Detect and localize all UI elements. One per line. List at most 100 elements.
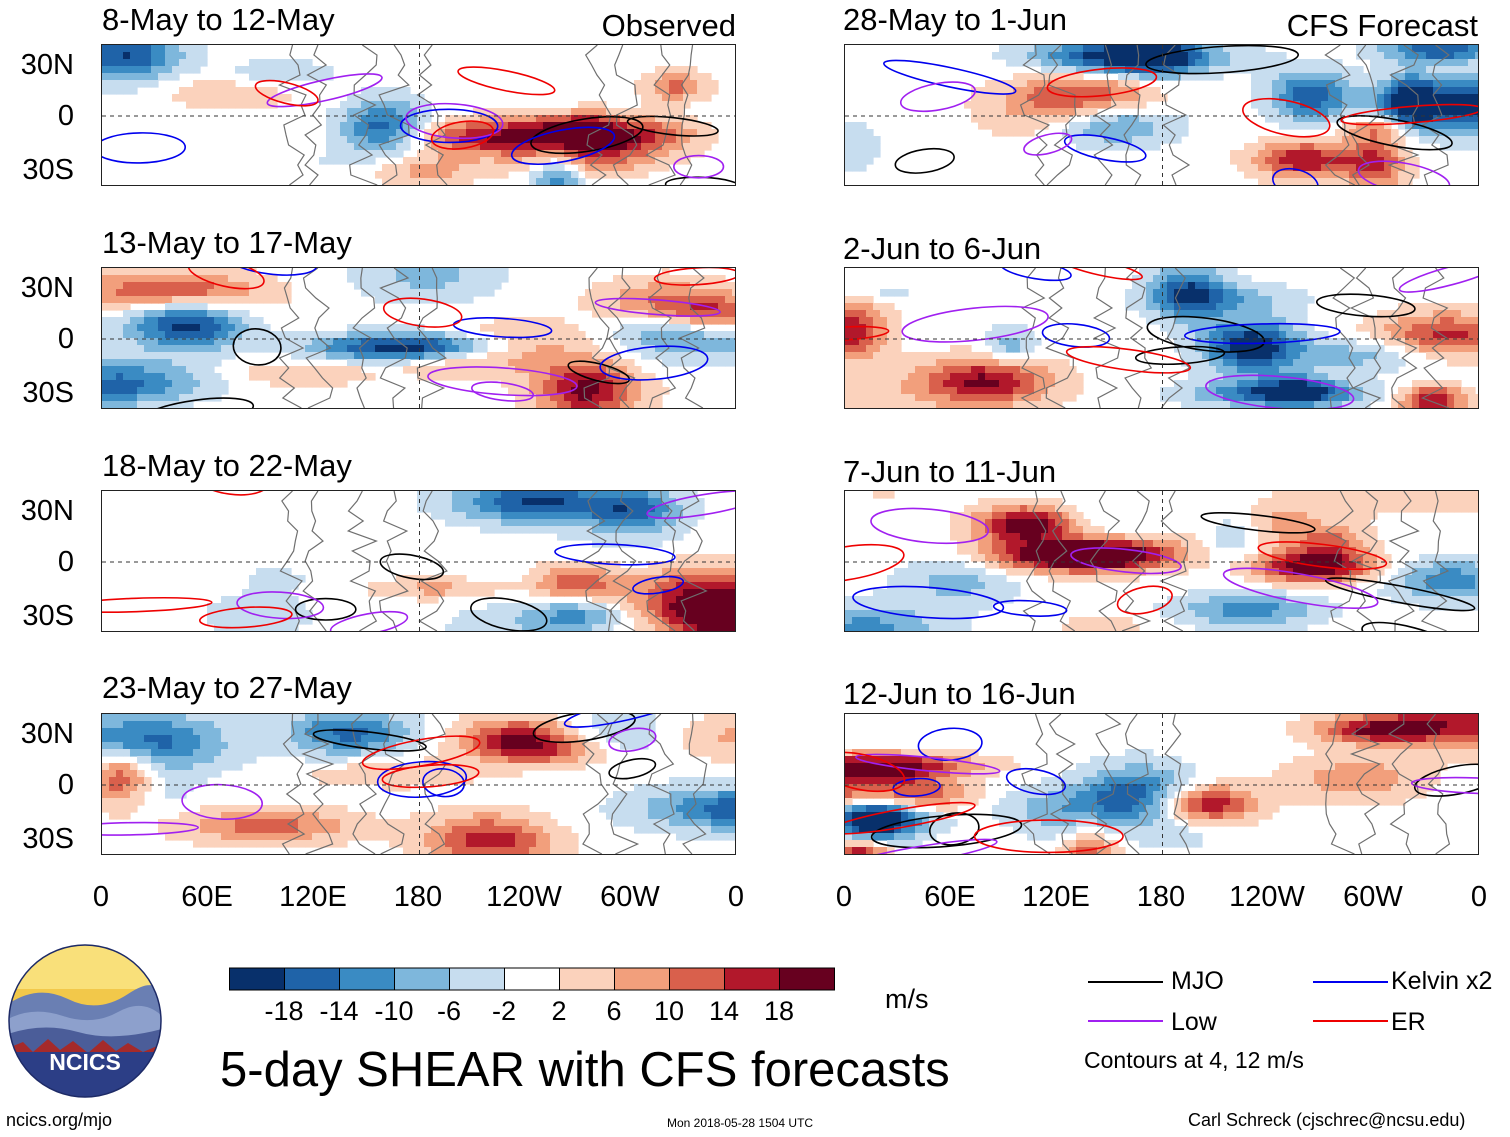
shear-cell (487, 324, 495, 332)
shear-cell (1433, 129, 1441, 137)
shear-cell (725, 735, 733, 743)
shear-cell (130, 770, 138, 778)
shear-cell (676, 819, 684, 827)
shear-cell (214, 721, 222, 729)
shear-cell (1258, 73, 1266, 81)
shear-cell (634, 282, 642, 290)
shear-cell (508, 728, 516, 736)
shear-cell (214, 324, 222, 332)
shear-cell (424, 756, 432, 764)
shear-cell (1300, 157, 1308, 165)
shear-cell (1132, 59, 1140, 67)
shear-cell (585, 359, 593, 367)
shear-cell (270, 749, 278, 757)
shear-cell (1104, 136, 1112, 144)
shear-cell (1209, 66, 1217, 74)
shear-cell (725, 303, 733, 311)
shear-cell (620, 164, 628, 172)
map-panel-1 (101, 44, 736, 186)
shear-cell (256, 728, 264, 736)
shear-cell (1111, 66, 1119, 74)
shear-cell (564, 338, 572, 346)
shear-cell (711, 784, 719, 792)
shear-cell (1027, 94, 1035, 102)
shear-cell (571, 840, 579, 848)
shear-cell (529, 833, 537, 841)
shear-cell (1335, 87, 1343, 95)
shear-cell (599, 561, 607, 569)
shear-cell (592, 742, 600, 750)
shear-cell (508, 617, 516, 625)
shear-cell (564, 505, 572, 513)
shear-cell (1013, 108, 1021, 116)
shear-cell (571, 847, 579, 854)
shear-cell (263, 749, 271, 757)
shear-cell (592, 394, 600, 402)
shear-cell (543, 122, 551, 130)
shear-cell (116, 791, 124, 799)
shear-cell (641, 596, 649, 604)
shear-cell (214, 387, 222, 395)
shear-cell (1090, 87, 1098, 95)
shear-cell (1132, 101, 1140, 109)
shear-cell (627, 164, 635, 172)
shear-cell (683, 122, 691, 130)
shear-cell (501, 770, 509, 778)
shear-cell (172, 275, 180, 283)
shear-cell (480, 610, 488, 618)
shear-cell (305, 721, 313, 729)
shear-cell (249, 756, 257, 764)
contour-mjo (294, 597, 357, 621)
shear-cell (438, 840, 446, 848)
shear-cell (130, 338, 138, 346)
shear-cell (1146, 73, 1154, 81)
shear-cell (543, 603, 551, 611)
shear-cell (382, 777, 390, 785)
shear-cell (473, 338, 481, 346)
shear-cell (487, 268, 495, 276)
shear-cell (305, 610, 313, 618)
shear-cell (1335, 150, 1343, 158)
shear-cell (1076, 87, 1084, 95)
shear-cell (389, 345, 397, 353)
shear-cell (676, 87, 684, 95)
shear-cell (655, 310, 663, 318)
shear-cell (109, 380, 117, 388)
shear-cell (536, 122, 544, 130)
shear-cell (592, 533, 600, 541)
shear-cell (501, 721, 509, 729)
shear-cell (109, 275, 117, 283)
shear-cell (186, 359, 194, 367)
shear-cell (235, 310, 243, 318)
shear-cell (578, 512, 586, 520)
shear-cell (641, 826, 649, 834)
shear-cell (438, 178, 446, 185)
shear-cell (592, 519, 600, 527)
shear-cell (522, 324, 530, 332)
shear-cell (1468, 52, 1476, 60)
shear-cell (662, 150, 670, 158)
shear-cell (375, 115, 383, 123)
shear-cell (480, 631, 488, 632)
shear-cell (410, 352, 418, 360)
shear-cell (627, 728, 635, 736)
shear-cell (1146, 143, 1154, 151)
shear-cell (1356, 73, 1364, 81)
shear-cell (172, 394, 180, 402)
shear-cell (634, 143, 642, 151)
shear-cell (403, 589, 411, 597)
shear-cell (592, 561, 600, 569)
shear-cell (1048, 73, 1056, 81)
shear-cell (305, 338, 313, 346)
shear-cell (634, 575, 642, 583)
shear-cell (438, 770, 446, 778)
shear-cell (627, 275, 635, 283)
shear-cell (543, 108, 551, 116)
shear-cell (403, 101, 411, 109)
shear-cell (1440, 45, 1448, 53)
shear-cell (550, 756, 558, 764)
shear-cell (704, 94, 712, 102)
shear-cell (193, 296, 201, 304)
shear-cell (207, 338, 215, 346)
shear-cell (515, 317, 523, 325)
